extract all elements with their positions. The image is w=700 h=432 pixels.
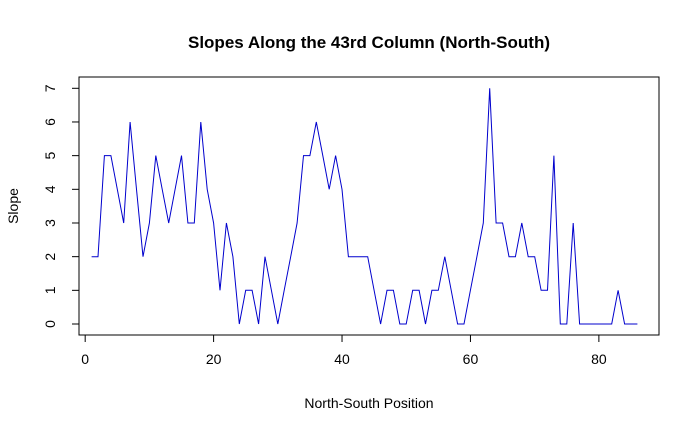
y-tick-label: 1: [42, 286, 58, 294]
y-tick-label: 3: [42, 219, 58, 227]
x-axis: 0 20 40 60 80: [81, 334, 607, 367]
chart-title: Slopes Along the 43rd Column (North-Sout…: [188, 33, 550, 52]
x-tick-label: 60: [463, 351, 479, 367]
y-tick-label: 0: [42, 320, 58, 328]
slope-series-line: [91, 88, 638, 325]
y-axis: 0 1 2 3 4 5 6 7: [42, 84, 80, 328]
x-tick-label: 80: [591, 351, 607, 367]
y-tick-label: 2: [42, 253, 58, 261]
y-tick-label: 5: [42, 152, 58, 160]
y-tick-label: 4: [42, 185, 58, 193]
y-tick-label: 6: [42, 118, 58, 126]
x-axis-label: North-South Position: [304, 395, 433, 411]
y-tick-label: 7: [42, 84, 58, 92]
plot-frame: [78, 76, 660, 336]
x-tick-label: 40: [334, 351, 350, 367]
x-tick-label: 20: [206, 351, 222, 367]
x-tick-label: 0: [81, 351, 89, 367]
y-axis-label: Slope: [5, 188, 21, 224]
